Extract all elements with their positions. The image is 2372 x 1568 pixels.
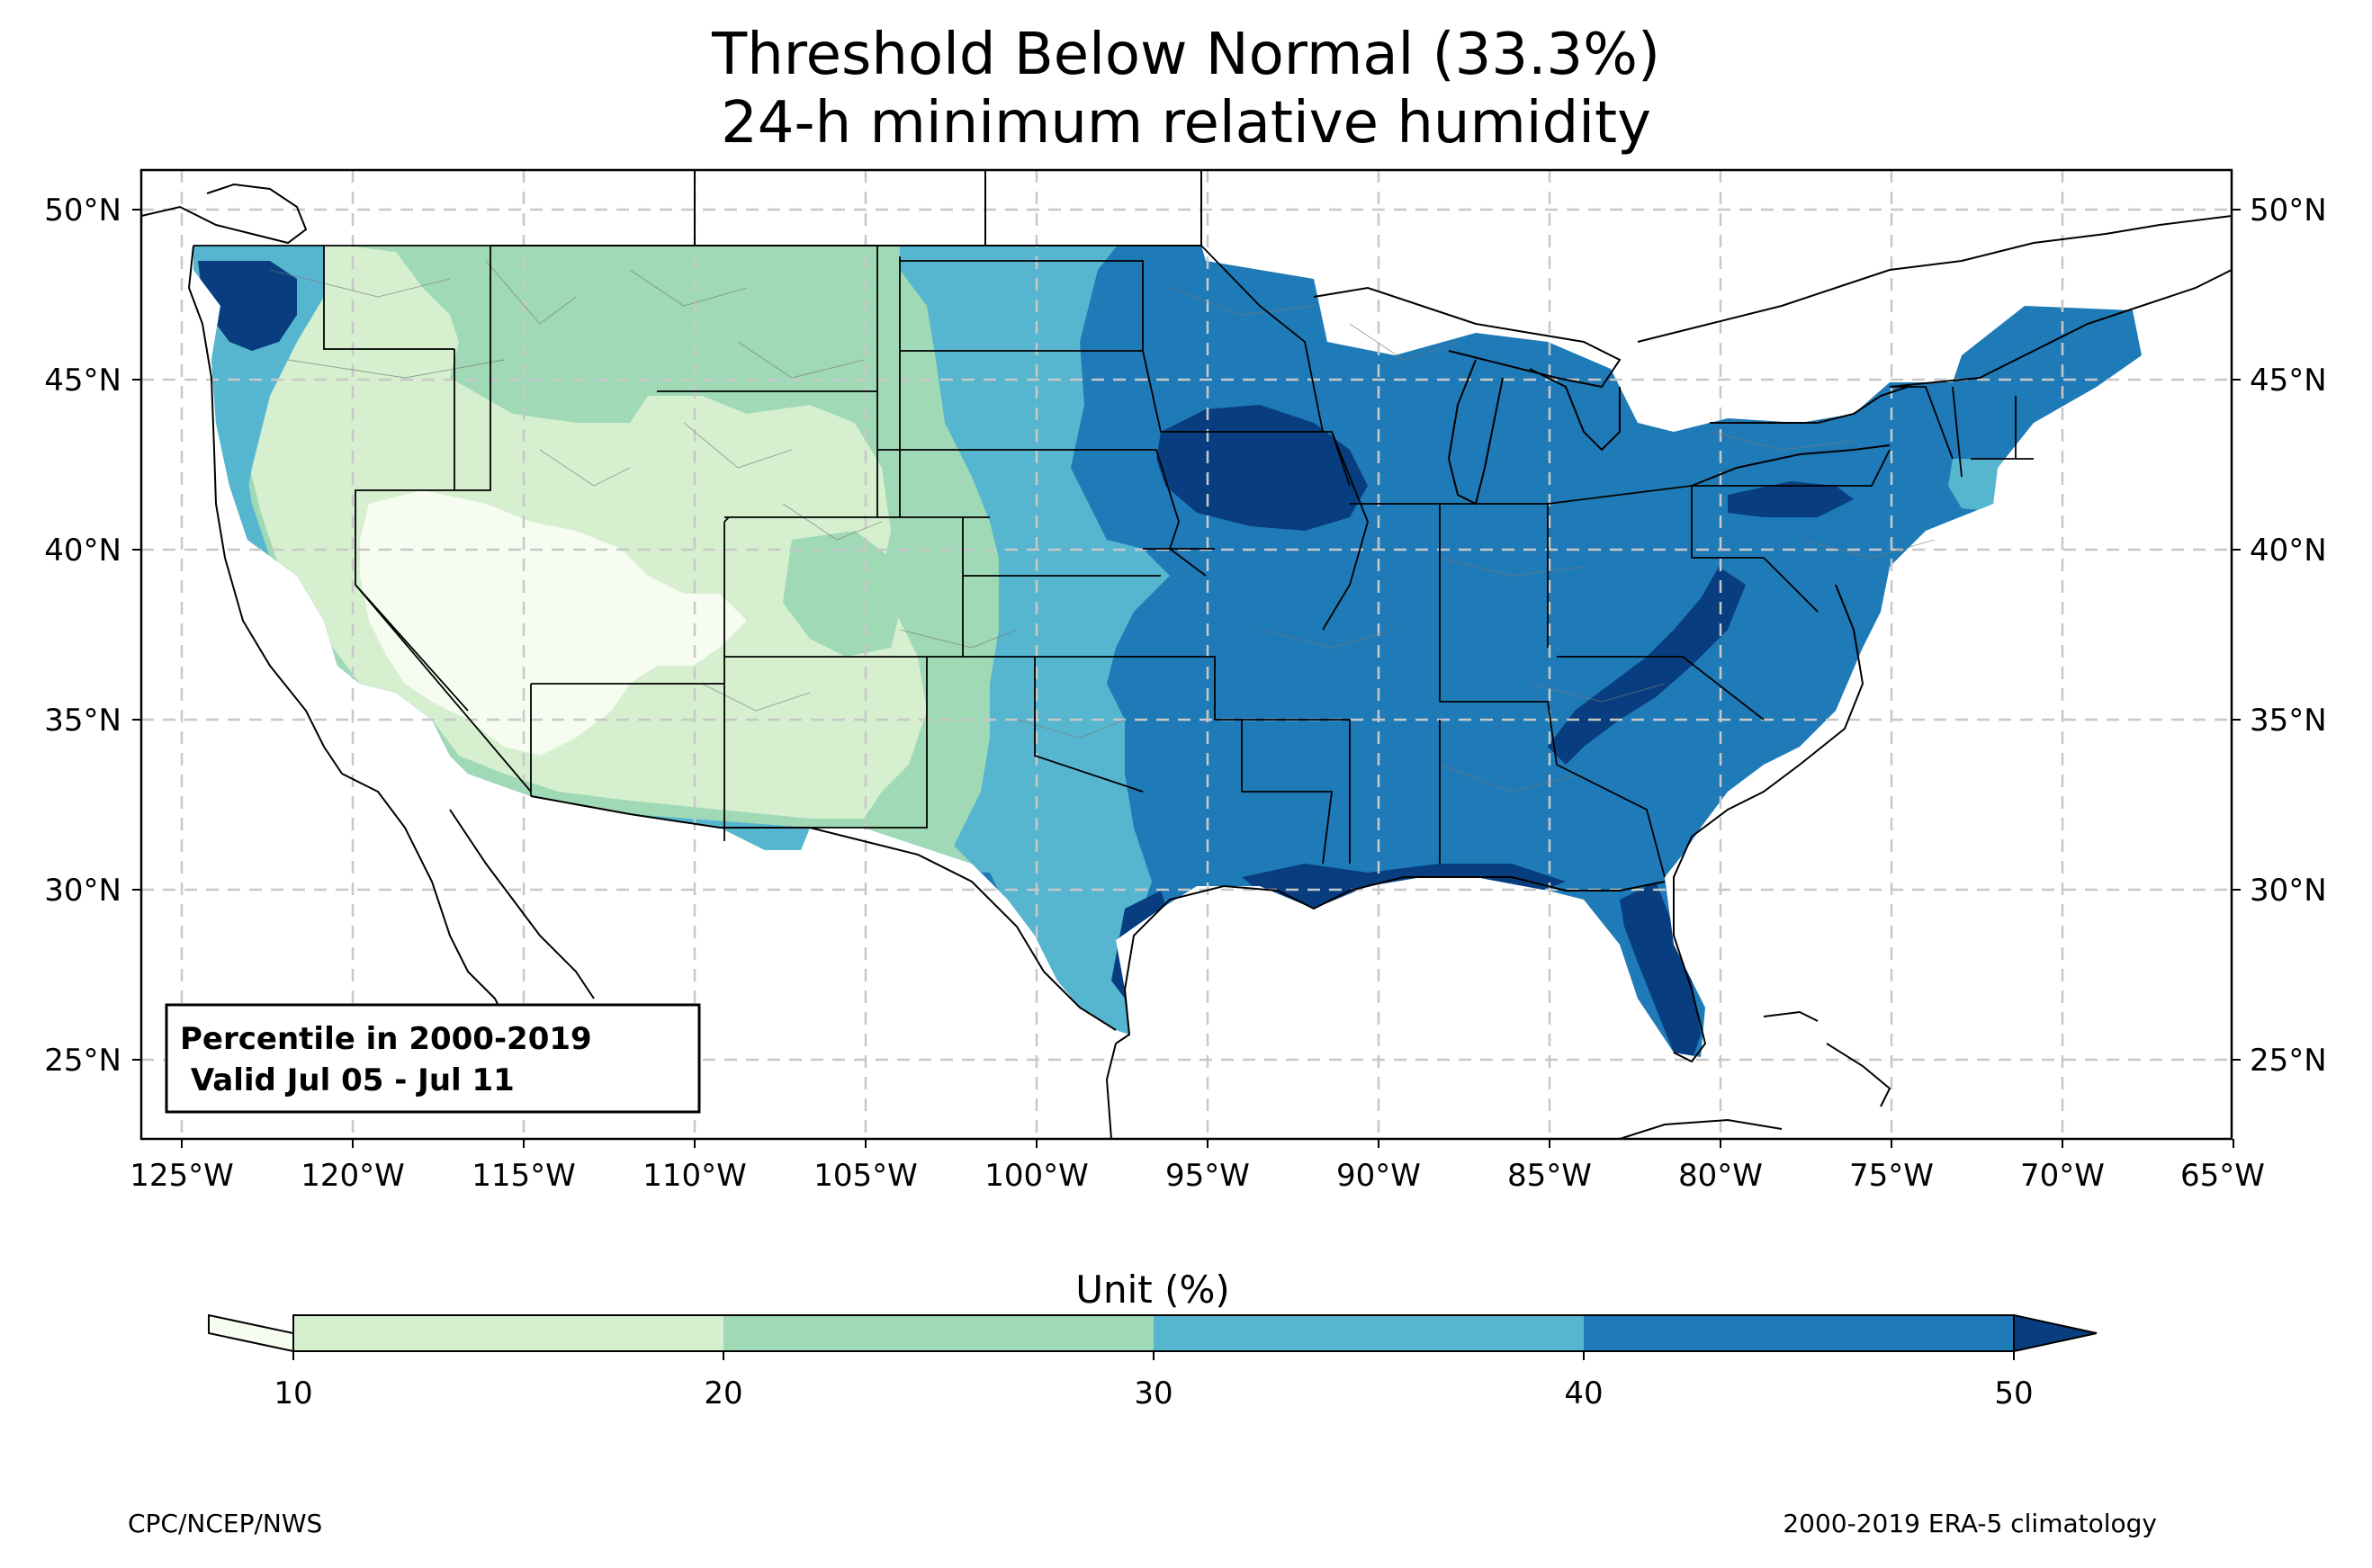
lon-tick-label: 120°W xyxy=(301,1158,405,1194)
state-lines xyxy=(193,245,2034,878)
band-20-30-colorado xyxy=(783,531,900,657)
info-line1: Percentile in 2000-2019 xyxy=(180,1021,592,1057)
colorbar-extend-low xyxy=(208,1313,294,1353)
lat-tick-label: 25°N xyxy=(2250,1043,2327,1079)
lat-tick-labels-right: 50°N 45°N 40°N 35°N 30°N 25°N xyxy=(2250,193,2327,1079)
lon-tick-labels: 125°W 120°W 115°W 110°W 105°W 100°W 95°W… xyxy=(130,1158,2265,1194)
lat-ticks xyxy=(132,209,2241,1061)
colorbar-extend-high xyxy=(2013,1313,2098,1353)
band-above-50-appalachia xyxy=(1548,567,1746,765)
colorbar: 10 20 30 40 50 xyxy=(208,1313,2098,1411)
colorbar-tick-label: 30 xyxy=(1134,1375,1173,1411)
lon-tick-label: 95°W xyxy=(1165,1158,1250,1194)
lon-tick-label: 110°W xyxy=(642,1158,747,1194)
map-frame xyxy=(139,168,2233,1141)
colorbar-tick-label: 10 xyxy=(274,1375,312,1411)
lat-tick-label: 50°N xyxy=(44,193,121,228)
lon-tick-label: 85°W xyxy=(1507,1158,1592,1194)
lat-tick-label: 35°N xyxy=(2250,703,2327,739)
info-box: Percentile in 2000-2019 Valid Jul 05 - J… xyxy=(165,1003,701,1114)
lat-tick-label: 40°N xyxy=(2250,533,2327,569)
colorbar-tick-label: 20 xyxy=(704,1375,742,1411)
footer-left: CPC/NCEP/NWS xyxy=(128,1509,322,1538)
band-above-50-wa xyxy=(198,261,297,351)
lat-tick-label: 30°N xyxy=(2250,873,2327,909)
lat-tick-label: 40°N xyxy=(44,533,121,569)
colorbar-tick-label: 40 xyxy=(1564,1375,1603,1411)
colorbar-segment-10-20 xyxy=(293,1315,723,1351)
lat-tick-labels-left: 50°N 45°N 40°N 35°N 30°N 25°N xyxy=(44,193,121,1079)
map-title-line2: 24-h minimum relative humidity xyxy=(721,90,1651,157)
colorbar-segment-30-40 xyxy=(1154,1315,1584,1351)
band-below-10 xyxy=(360,490,747,756)
lat-tick-label: 50°N xyxy=(2250,193,2327,228)
colorbar-tick-label: 50 xyxy=(1994,1375,2033,1411)
lon-tick-label: 65°W xyxy=(2180,1158,2265,1194)
lon-tick-label: 125°W xyxy=(130,1158,234,1194)
map-title-line1: Threshold Below Normal (33.3%) xyxy=(711,22,1660,88)
lon-tick-label: 80°W xyxy=(1678,1158,1763,1194)
graticule xyxy=(141,170,2232,1139)
colorbar-segment-40-50 xyxy=(1584,1315,2014,1351)
colorbar-segment-20-30 xyxy=(723,1315,1154,1351)
lon-tick-label: 100°W xyxy=(984,1158,1089,1194)
lat-tick-label: 25°N xyxy=(44,1043,121,1079)
colorbar-unit-label: Unit (%) xyxy=(1075,1268,1230,1312)
county-lines xyxy=(269,260,1936,793)
lat-tick-label: 35°N xyxy=(44,703,121,739)
lat-tick-label: 30°N xyxy=(44,873,121,909)
lon-tick-label: 70°W xyxy=(2020,1158,2105,1194)
band-above-50-iowa xyxy=(1156,405,1368,531)
info-line2: Valid Jul 05 - Jul 11 xyxy=(180,1062,515,1098)
lon-tick-label: 115°W xyxy=(472,1158,576,1194)
lon-tick-label: 90°W xyxy=(1336,1158,1421,1194)
footer-right: 2000-2019 ERA-5 climatology xyxy=(1783,1509,2157,1538)
lat-tick-label: 45°N xyxy=(44,363,121,399)
lon-ticks xyxy=(181,1139,2234,1148)
coastlines xyxy=(141,170,2232,1139)
band-above-50-florida xyxy=(1620,882,1701,1057)
band-above-50-ny xyxy=(1728,481,1854,517)
lat-tick-label: 45°N xyxy=(2250,363,2327,399)
band-30-40-wa xyxy=(193,246,324,774)
lon-tick-label: 105°W xyxy=(813,1158,918,1194)
lon-tick-label: 75°W xyxy=(1849,1158,1934,1194)
